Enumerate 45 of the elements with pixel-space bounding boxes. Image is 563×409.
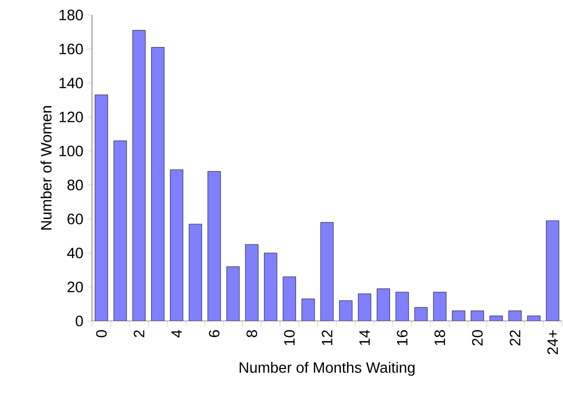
x-tick-label: 18 xyxy=(434,330,446,346)
x-tick-label: 14 xyxy=(359,330,370,346)
x-tick-label: 20 xyxy=(472,330,483,346)
bar xyxy=(95,94,108,321)
y-axis-title: Number of Women xyxy=(40,106,52,230)
bar xyxy=(114,140,127,321)
bar xyxy=(358,294,371,321)
x-tick-label: 12 xyxy=(322,330,332,346)
bar xyxy=(132,30,146,321)
y-tick-label: 160 xyxy=(60,44,83,54)
y-tick-label: 60 xyxy=(68,214,83,224)
bar xyxy=(151,47,164,321)
y-tick-label: 80 xyxy=(67,180,83,190)
bar xyxy=(377,288,390,321)
x-tick-label: 6 xyxy=(208,330,220,338)
bar xyxy=(283,276,296,321)
x-axis-title: Number of Months Waiting xyxy=(240,362,415,376)
bar xyxy=(264,252,277,321)
bar xyxy=(302,298,315,321)
bar xyxy=(226,266,240,321)
y-tick-label: 0 xyxy=(76,316,83,326)
x-tick-label: 22 xyxy=(510,330,520,346)
y-tick-label: 20 xyxy=(68,282,83,292)
bar xyxy=(339,300,352,321)
x-tick-label: 0 xyxy=(96,330,107,338)
bar xyxy=(189,224,202,321)
x-tick-label: 4 xyxy=(171,330,182,338)
y-tick-label: 40 xyxy=(67,248,83,258)
x-tick-label: 10 xyxy=(284,330,295,346)
bar xyxy=(414,307,428,321)
bar xyxy=(170,170,183,321)
bar xyxy=(396,292,409,321)
bar xyxy=(320,222,334,321)
y-tick-label: 140 xyxy=(60,78,83,88)
y-tick-label: 180 xyxy=(60,10,83,20)
x-tick-label: 2 xyxy=(134,330,144,338)
y-tick-label: 100 xyxy=(60,146,83,156)
bar xyxy=(546,220,560,321)
x-tick-label: 24+ xyxy=(547,330,558,354)
bar xyxy=(433,292,446,321)
y-tick-label: 120 xyxy=(60,112,83,122)
x-tick-label: 16 xyxy=(396,330,408,346)
x-tick-label: 8 xyxy=(246,330,258,338)
bar xyxy=(245,244,258,321)
bar xyxy=(208,171,221,321)
